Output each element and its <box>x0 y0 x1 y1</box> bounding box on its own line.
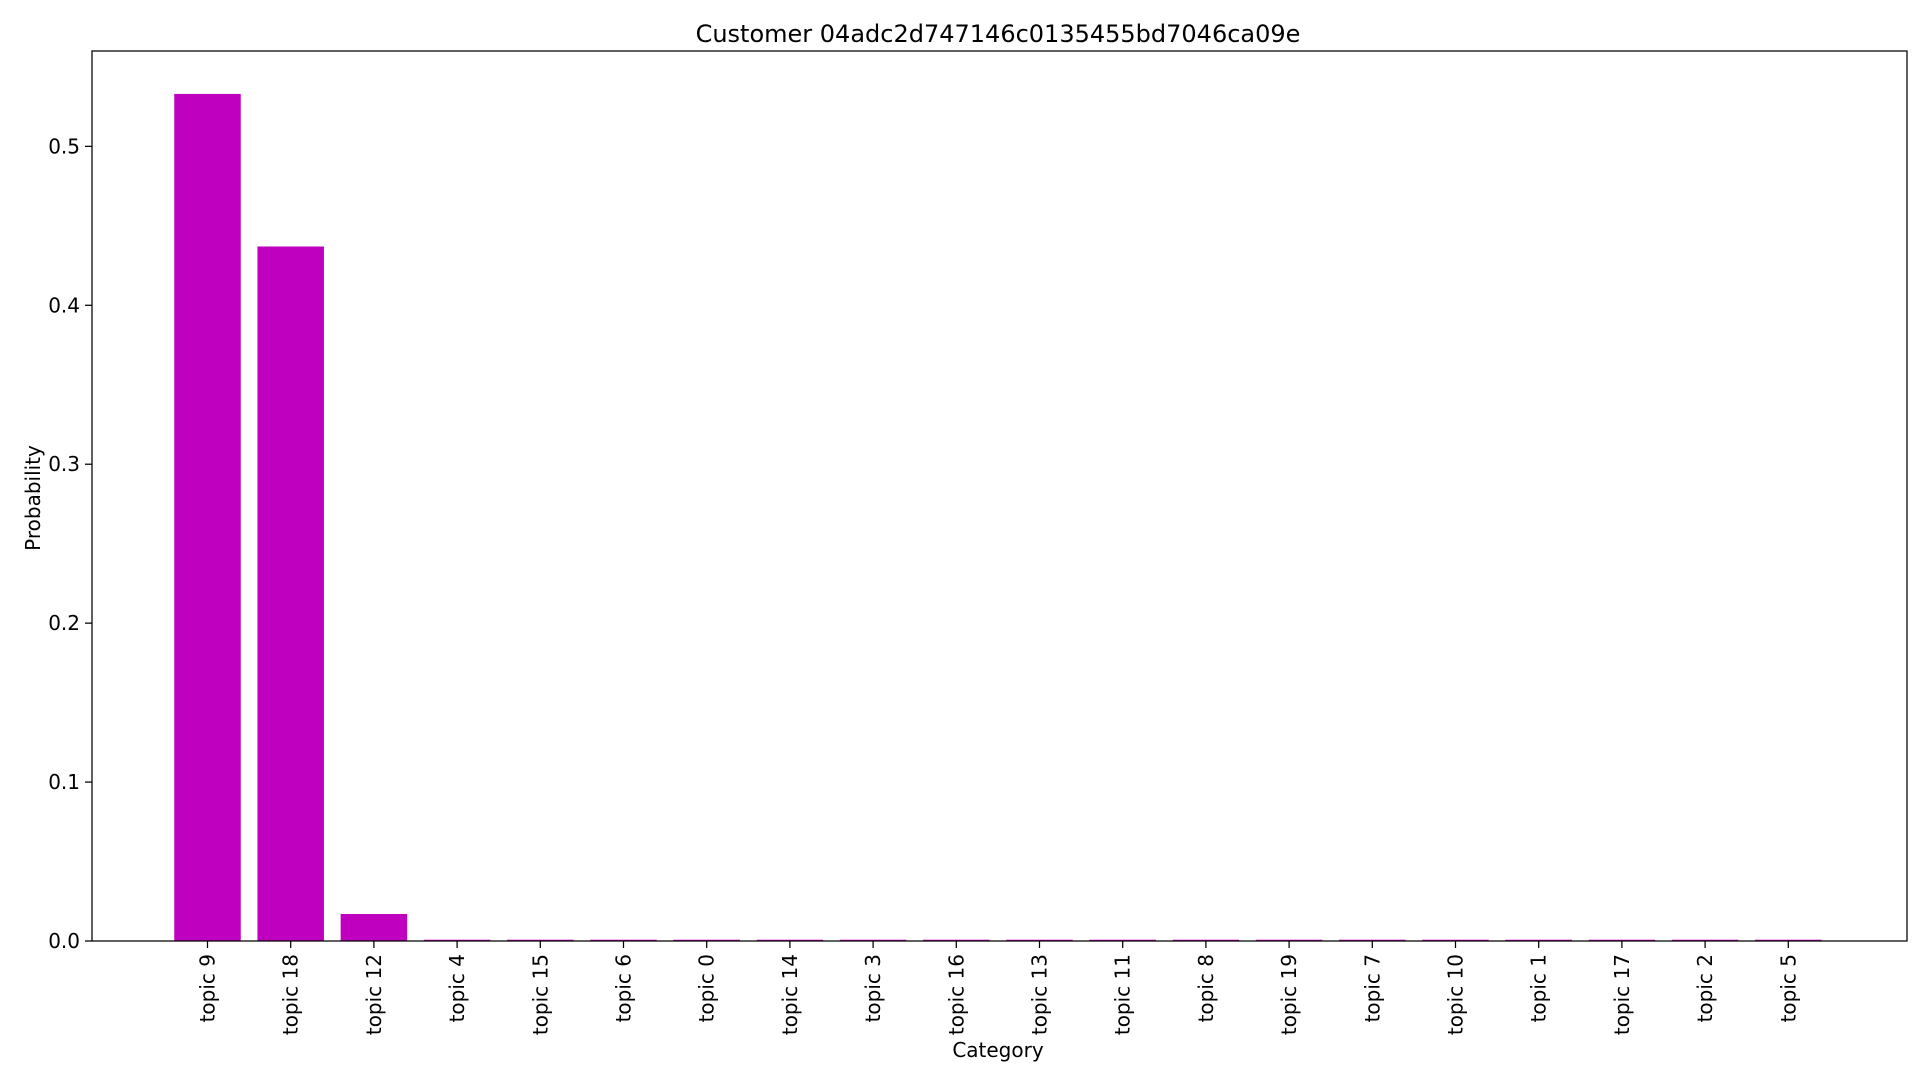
x-tick-label: topic 15 <box>528 954 552 1035</box>
x-tick-label: topic 2 <box>1693 954 1717 1022</box>
y-tick-label: 0.4 <box>48 293 80 317</box>
bar <box>923 939 990 941</box>
bar <box>1172 939 1240 941</box>
x-tick-label: topic 1 <box>1527 954 1551 1022</box>
bar <box>507 939 574 941</box>
y-tick-label: 0.3 <box>48 452 80 476</box>
x-tick-label: topic 12 <box>362 954 386 1035</box>
bar <box>1671 939 1739 941</box>
x-tick-label: topic 13 <box>1028 954 1052 1035</box>
bar <box>756 939 824 941</box>
bar <box>1588 939 1656 941</box>
x-tick-label: topic 10 <box>1444 954 1468 1035</box>
x-tick-label: topic 8 <box>1194 954 1218 1022</box>
x-tick-label: topic 3 <box>861 954 885 1022</box>
x-tick-label: topic 14 <box>778 954 802 1035</box>
bar <box>1089 939 1156 941</box>
x-tick-label: topic 4 <box>445 954 469 1022</box>
x-tick-label: topic 9 <box>196 954 220 1022</box>
bar <box>1505 939 1572 941</box>
x-axis-title: Category <box>952 1038 1044 1062</box>
plot-frame <box>91 50 1908 942</box>
x-tick-label: topic 5 <box>1776 954 1800 1022</box>
bar <box>257 246 324 941</box>
bar <box>1255 939 1323 941</box>
chart-title: Customer 04adc2d747146c0135455bd7046ca09… <box>696 20 1301 48</box>
bar <box>423 939 491 941</box>
x-axis: topic 9 topic 18 topic 12 topic 4 topic 15 to… <box>196 941 1800 1035</box>
bars-group <box>174 93 1822 942</box>
y-tick-label: 0.1 <box>48 770 80 794</box>
x-tick-label: topic 17 <box>1610 954 1634 1035</box>
y-axis-title: Probability <box>21 445 45 551</box>
bar <box>1339 939 1406 941</box>
bar <box>1006 939 1073 941</box>
bar <box>1755 939 1822 941</box>
bar <box>174 93 241 942</box>
y-tick-label: 0.2 <box>48 611 80 635</box>
y-tick-label: 0.0 <box>48 929 80 953</box>
bar <box>590 939 657 941</box>
x-tick-label: topic 18 <box>279 954 303 1035</box>
y-tick-label: 0.5 <box>48 134 80 158</box>
y-axis: 0.0 0.1 0.2 0.3 0.4 0.5 <box>48 134 92 953</box>
x-tick-label: topic 7 <box>1360 954 1384 1022</box>
bar <box>1422 939 1489 941</box>
x-tick-label: topic 11 <box>1111 954 1135 1035</box>
bar <box>340 913 408 941</box>
bar <box>673 939 740 941</box>
x-tick-label: topic 6 <box>612 954 636 1022</box>
x-tick-label: topic 0 <box>695 954 719 1022</box>
bar <box>839 939 907 941</box>
x-tick-label: topic 19 <box>1277 954 1301 1035</box>
x-tick-label: topic 16 <box>944 954 968 1035</box>
